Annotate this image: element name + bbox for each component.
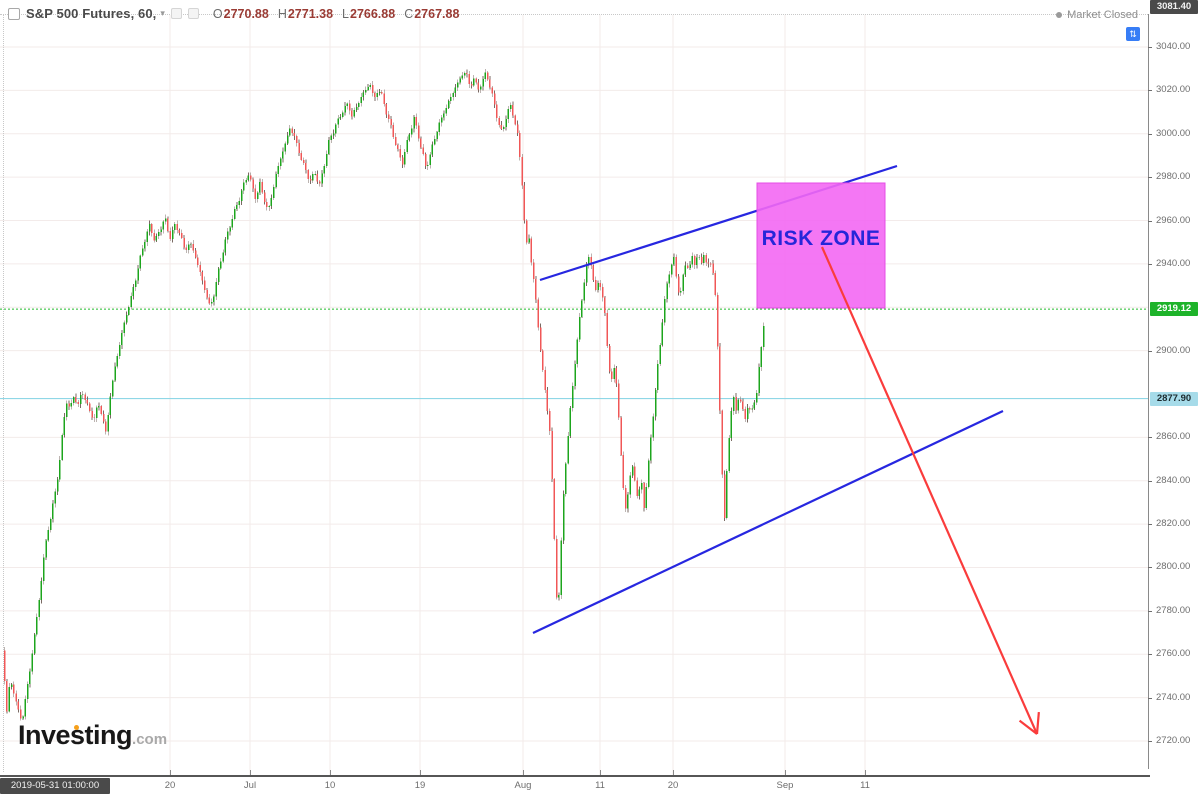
price-axis-line (1148, 14, 1149, 769)
price-tick-label: 2740.00 (1156, 691, 1191, 703)
price-tick-mark (1148, 177, 1152, 179)
price-tick-label: 2780.00 (1156, 604, 1191, 616)
time-tick-label: 10 (324, 780, 336, 791)
ohlc-open: O2770.88 (212, 6, 269, 21)
price-tick-mark (1148, 133, 1152, 135)
price-tick-mark (1148, 740, 1152, 742)
chart-left-border (3, 14, 4, 772)
lower-trendline[interactable] (532, 410, 1004, 634)
price-tick-mark (1148, 610, 1152, 612)
price-tick-label: 2820.00 (1156, 518, 1191, 530)
time-tick-mark (420, 770, 421, 775)
price-tick-label: 2840.00 (1156, 474, 1191, 486)
time-tick-mark (785, 770, 786, 775)
time-tick-mark (250, 770, 251, 775)
chevron-down-icon[interactable]: ▾ (160, 8, 165, 18)
ohlc-readout: O2770.88 H2771.38 L2766.88 C2767.88 (213, 7, 460, 21)
last-price-badge: 2919.12 (1150, 302, 1198, 317)
logo-orange-dot-icon (74, 725, 79, 730)
crosshair-time-badge: 2019-05-31 01:00:00 (0, 778, 110, 794)
symbol-checkbox[interactable] (8, 7, 20, 20)
ohlc-close: C2767.88 (404, 6, 460, 21)
legend-icon-1[interactable] (170, 8, 182, 19)
price-tick-label: 3000.00 (1156, 127, 1191, 139)
chart-top-border (0, 14, 1148, 15)
price-tick-mark (1148, 437, 1152, 439)
ohlc-high: H2771.38 (277, 6, 334, 21)
time-axis[interactable]: 2019-05-31 01:00:00 20 Jul 10 19 Aug 11 20 Sep 1… (0, 770, 1150, 800)
time-tick-mark (865, 770, 866, 775)
time-tick-label: 20 (164, 780, 176, 791)
chart-legend-bar: S&P 500 Futures, 60, ▾ O2770.88 H2771.38… (8, 6, 459, 21)
time-tick-mark (170, 770, 171, 775)
price-tick-label: 2980.00 (1156, 171, 1191, 183)
ohlc-low: L2766.88 (342, 6, 396, 21)
time-tick-mark (673, 770, 674, 775)
price-tick-mark (1148, 697, 1152, 699)
time-axis-line (0, 775, 1150, 777)
time-tick-mark (523, 770, 524, 775)
price-axis[interactable]: 3081.40 2919.12 2877.90 3040.00 3020.00 30… (1148, 0, 1200, 800)
price-tick-label: 2800.00 (1156, 561, 1191, 573)
status-dot-icon (1056, 12, 1063, 18)
price-tick-label: 2760.00 (1156, 648, 1191, 660)
price-tick-label: 3040.00 (1156, 41, 1191, 53)
price-tick-mark (1148, 263, 1152, 265)
candles-group[interactable] (3, 68, 765, 721)
time-tick-label: 11 (860, 780, 870, 791)
time-tick-mark (600, 770, 601, 775)
candlestick-chart-canvas[interactable]: RISK ZONE (0, 0, 1150, 800)
risk-arrow-head (1018, 719, 1038, 735)
risk-zone-box[interactable] (756, 182, 886, 309)
symbol-title[interactable]: S&P 500 Futures, 60, (26, 6, 157, 21)
risk-arrow-line[interactable] (820, 246, 1039, 735)
price-tick-label: 2720.00 (1156, 734, 1191, 746)
auto-scale-button[interactable]: ⇅ (1126, 27, 1140, 41)
price-tick-mark (1148, 90, 1152, 92)
price-tick-mark (1148, 567, 1152, 569)
investing-logo: Investing.com (18, 720, 167, 751)
risk-arrow-head (1035, 711, 1040, 735)
crosshair-price-badge: 3081.40 (1150, 0, 1198, 14)
time-tick-label: 19 (414, 780, 426, 791)
time-tick-label: Sep (776, 780, 794, 791)
price-tick-mark (1148, 654, 1152, 656)
price-tick-label: 2860.00 (1156, 431, 1191, 443)
price-tick-mark (1148, 220, 1152, 222)
price-tick-label: 2900.00 (1156, 344, 1191, 356)
price-tick-mark (1148, 47, 1152, 49)
time-tick-label: Jul (243, 780, 257, 791)
legend-icon-2[interactable] (187, 8, 199, 19)
price-tick-mark (1148, 350, 1152, 352)
price-tick-label: 3020.00 (1156, 84, 1191, 96)
prev-close-badge: 2877.90 (1150, 391, 1198, 406)
logo-tld-text: .com (132, 731, 168, 748)
market-status: Market Closed (1056, 9, 1138, 21)
time-tick-label: 20 (667, 780, 679, 791)
price-tick-label: 2960.00 (1156, 214, 1191, 226)
price-tick-mark (1148, 524, 1152, 526)
time-tick-label: 11 (595, 780, 605, 791)
risk-zone-label: RISK ZONE (762, 227, 881, 250)
price-tick-mark (1148, 480, 1152, 482)
time-tick-mark (330, 770, 331, 775)
price-tick-label: 2940.00 (1156, 257, 1191, 269)
time-tick-label: Aug (514, 780, 532, 791)
market-status-label: Market Closed (1067, 9, 1138, 21)
